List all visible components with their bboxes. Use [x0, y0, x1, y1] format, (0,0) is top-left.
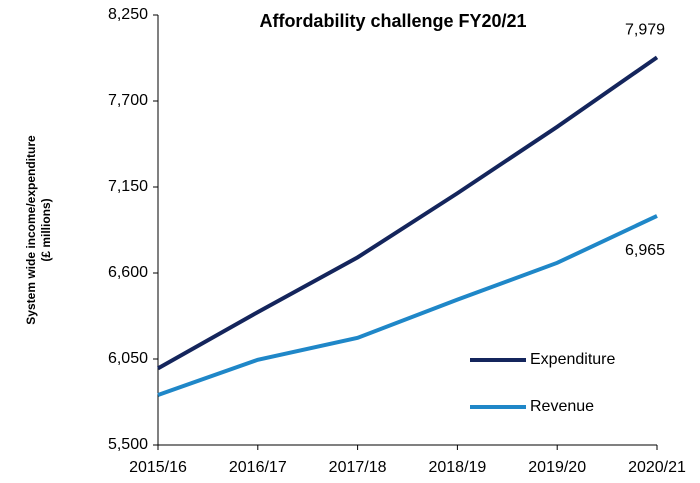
y-tick-label: 7,700 [108, 92, 148, 109]
data-label: 7,979 [625, 22, 665, 39]
x-tick-label: 2018/19 [428, 459, 486, 476]
y-axis-title: System wide income/expenditure [24, 135, 38, 325]
y-axis-title: (£ millions) [39, 198, 53, 261]
series-line [157, 214, 658, 397]
y-tick-label: 6,600 [108, 264, 148, 281]
legend-label: Expenditure [530, 351, 615, 368]
chart-title: Affordability challenge FY20/21 [259, 11, 526, 31]
x-tick-label: 2019/20 [528, 459, 586, 476]
x-tick-label: 2016/17 [229, 459, 287, 476]
x-tick-label: 2017/18 [329, 459, 387, 476]
x-tick-label: 2020/21 [628, 459, 686, 476]
y-tick-label: 6,050 [108, 350, 148, 367]
x-tick-label: 2015/16 [129, 459, 187, 476]
legend-label: Revenue [530, 398, 594, 415]
series-line [157, 55, 659, 371]
y-tick-label: 8,250 [108, 6, 148, 23]
data-label: 6,965 [625, 242, 665, 259]
y-tick-label: 7,150 [108, 178, 148, 195]
y-tick-label: 5,500 [108, 436, 148, 453]
